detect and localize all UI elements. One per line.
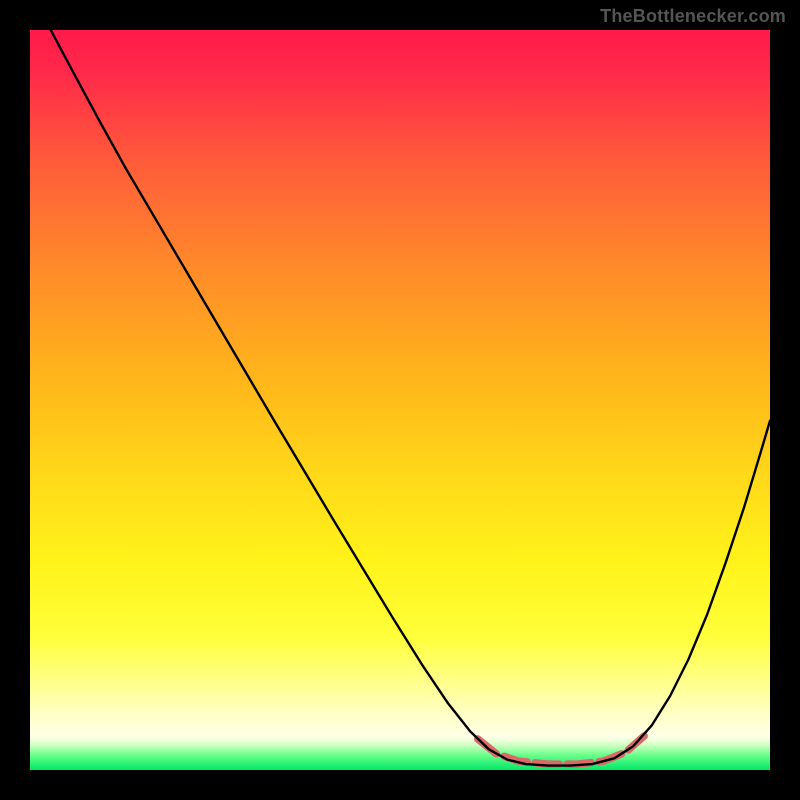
chart-container: TheBottlenecker.com [0, 0, 800, 800]
watermark-text: TheBottlenecker.com [600, 6, 786, 27]
gradient-background [30, 30, 770, 770]
plot-area [30, 30, 770, 770]
chart-svg [30, 30, 770, 770]
